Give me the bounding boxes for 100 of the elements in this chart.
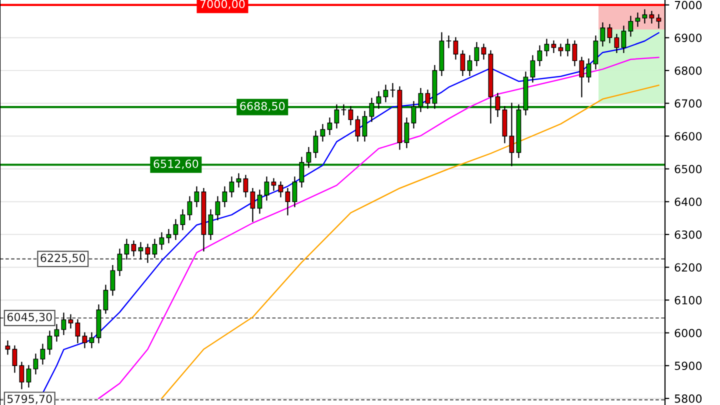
candlestick bbox=[12, 345, 18, 373]
candlestick bbox=[411, 101, 416, 128]
candlestick bbox=[656, 14, 662, 28]
candlestick bbox=[194, 186, 200, 208]
candlestick bbox=[418, 88, 424, 112]
ref-line-label: 6512,60 bbox=[154, 160, 198, 170]
candlestick bbox=[208, 209, 214, 240]
candlestick bbox=[299, 156, 304, 188]
candlestick bbox=[250, 188, 256, 222]
candlestick bbox=[495, 92, 500, 117]
candlestick bbox=[243, 174, 248, 198]
candlestick bbox=[61, 312, 66, 336]
candlestick bbox=[159, 232, 164, 250]
candlestick bbox=[551, 40, 556, 54]
y-tick-label: 5900 bbox=[674, 362, 702, 370]
candlestick bbox=[173, 219, 178, 240]
candlestick bbox=[572, 40, 578, 66]
candlestick bbox=[474, 42, 480, 66]
candlestick bbox=[138, 242, 144, 260]
y-tick-label: 6900 bbox=[674, 34, 702, 42]
y-tick-label: 6700 bbox=[674, 99, 702, 108]
candlestick bbox=[47, 330, 52, 355]
candlestick bbox=[19, 362, 24, 390]
candlestick bbox=[446, 36, 452, 48]
candlestick bbox=[593, 36, 598, 70]
candlestick bbox=[131, 240, 136, 256]
candlestick bbox=[320, 124, 326, 142]
candlestick bbox=[404, 118, 410, 148]
ref-line-label: 6225,50 bbox=[40, 254, 86, 264]
ref-line-label: 5795,70 bbox=[8, 394, 52, 404]
candlestick bbox=[229, 176, 234, 198]
candlestick bbox=[558, 44, 564, 56]
candlestick bbox=[348, 106, 354, 126]
candlestick bbox=[355, 116, 360, 142]
candlestick bbox=[306, 147, 312, 168]
candlestick bbox=[33, 354, 38, 374]
y-tick-label: 6600 bbox=[674, 132, 702, 140]
candlestick bbox=[5, 340, 10, 355]
candlestick bbox=[26, 365, 32, 388]
candlestick bbox=[54, 324, 60, 342]
candlestick bbox=[264, 176, 270, 201]
candlestick bbox=[621, 26, 626, 54]
candlestick bbox=[628, 16, 634, 37]
candlestick bbox=[166, 229, 172, 244]
candlestick bbox=[362, 110, 368, 142]
candlestick bbox=[635, 12, 640, 27]
candlestick bbox=[152, 238, 158, 258]
candlestick bbox=[614, 34, 620, 54]
candlestick bbox=[313, 130, 318, 158]
candlestick bbox=[390, 83, 396, 98]
y-tick-label: 6300 bbox=[674, 230, 702, 239]
candlestick bbox=[544, 38, 550, 56]
ref-line-label: 7000,00 bbox=[200, 0, 245, 10]
y-tick-label: 6100 bbox=[674, 296, 702, 304]
candlestick bbox=[642, 9, 648, 24]
candlestick bbox=[40, 344, 46, 365]
candlestick bbox=[607, 24, 612, 44]
y-tick-label: 6800 bbox=[674, 66, 702, 75]
candlestick bbox=[215, 196, 220, 220]
candlestick bbox=[89, 332, 94, 348]
line-series bbox=[98, 56, 660, 400]
candlestick bbox=[334, 104, 340, 128]
candlestick bbox=[292, 176, 298, 208]
candlestick bbox=[187, 196, 192, 220]
ref-line-label: 6688,50 bbox=[240, 102, 285, 112]
y-tick-label: 6500 bbox=[674, 164, 702, 174]
candlestick bbox=[117, 248, 122, 276]
candlestick bbox=[271, 178, 276, 191]
candlestick bbox=[376, 91, 382, 109]
candlestick bbox=[327, 118, 332, 136]
candlestick bbox=[236, 173, 242, 188]
candlestick bbox=[180, 209, 186, 230]
candlestick bbox=[586, 58, 592, 83]
candlestick bbox=[425, 90, 430, 109]
candlestick bbox=[509, 102, 514, 166]
candlestick bbox=[222, 186, 228, 208]
candlestick bbox=[75, 319, 80, 344]
candlestick bbox=[565, 38, 570, 56]
candlestick bbox=[285, 188, 290, 216]
candlestick bbox=[530, 55, 536, 83]
candlestick bbox=[453, 37, 458, 60]
candlestick bbox=[68, 314, 74, 328]
candlestick bbox=[481, 44, 486, 60]
candlestick bbox=[103, 284, 108, 314]
candlestick bbox=[460, 50, 466, 76]
y-tick-label: 6200 bbox=[674, 263, 702, 272]
candlestick bbox=[124, 238, 130, 260]
y-tick-label: 6400 bbox=[674, 198, 702, 206]
candlestick bbox=[257, 190, 262, 214]
candlestick bbox=[278, 181, 284, 198]
y-tick-label: 6000 bbox=[674, 328, 702, 338]
candlestick bbox=[145, 244, 150, 263]
y-tick-label: 5800 bbox=[674, 394, 702, 403]
candlestick bbox=[467, 55, 472, 76]
candlestick bbox=[383, 84, 388, 102]
candlestick bbox=[579, 56, 584, 98]
candlestick bbox=[600, 22, 606, 46]
candlestick bbox=[110, 265, 116, 296]
y-tick-label: 7000 bbox=[674, 0, 702, 10]
candlestick bbox=[82, 332, 88, 348]
